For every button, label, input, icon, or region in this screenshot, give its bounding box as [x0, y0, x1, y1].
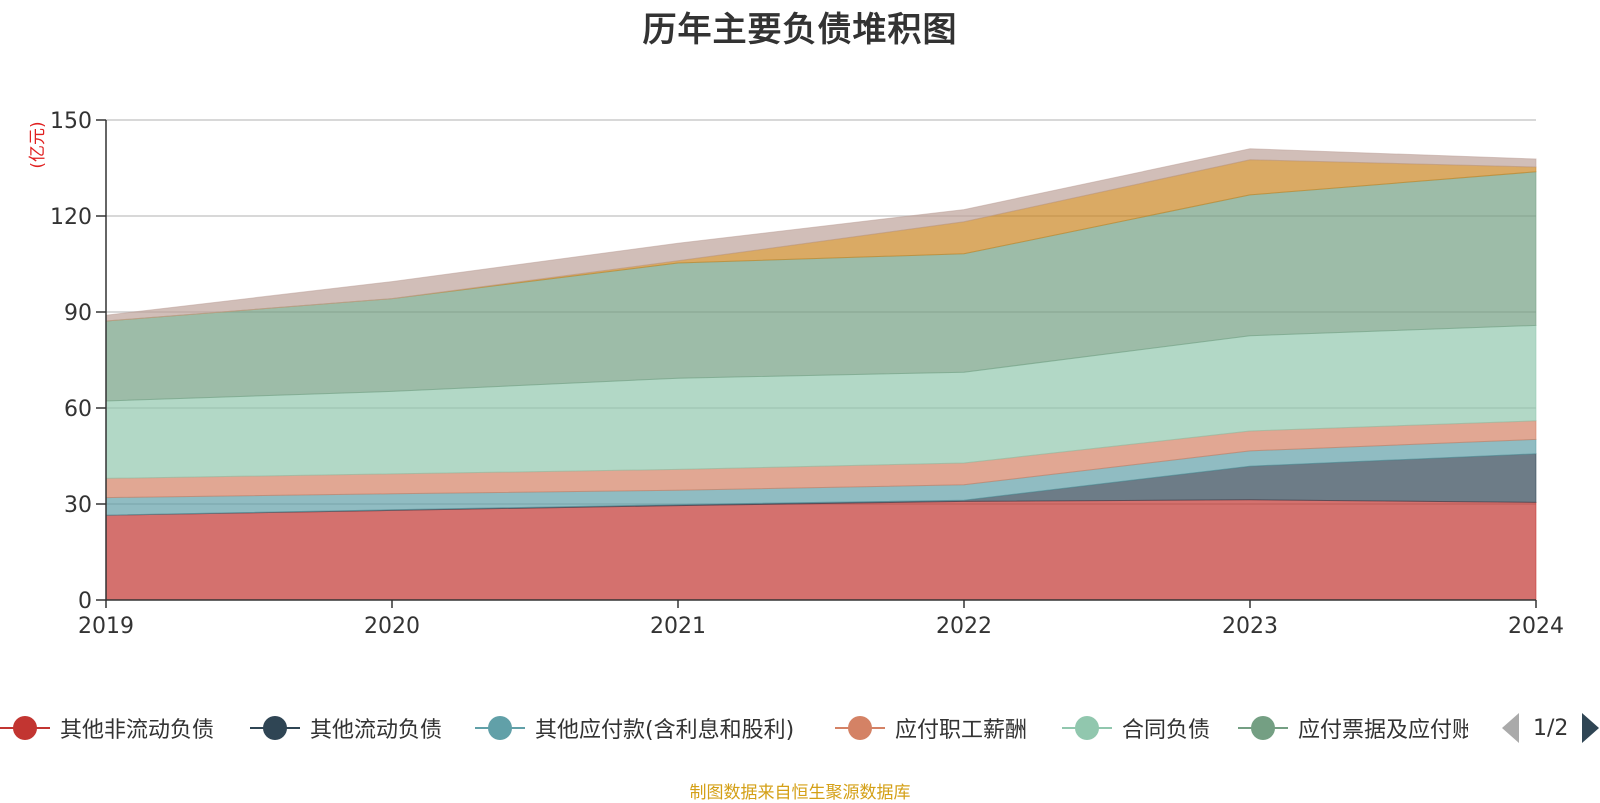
y-tick-label: 90 [64, 301, 92, 326]
area-series-7[interactable] [105, 148, 1537, 322]
legend-pager: 1/2 [1502, 708, 1600, 748]
legend-marker-icon [475, 715, 525, 741]
source-note: 制图数据来自恒生聚源数据库 [689, 783, 911, 803]
y-tick-label: 60 [64, 397, 92, 422]
y-tick-label: 0 [78, 589, 92, 614]
x-tick-label: 2022 [936, 614, 992, 639]
legend-label: 其他应付款(含利息和股利) [535, 718, 795, 743]
legend-marker-icon [835, 715, 885, 741]
legend: 其他非流动负债 其他流动负债 其他应付款(含利息和股利) 应付职工薪酬 合同负债 应付票据… [0, 708, 1600, 748]
page-indicator: 1/2 [1533, 715, 1569, 741]
legend-item[interactable]: 应付职工薪酬 [835, 708, 1027, 748]
axes: 0 30 60 90 120 150 2019 2020 2021 2022 2023 2024 [50, 109, 1564, 639]
legend-label: 应付职工薪酬 [895, 718, 1028, 743]
y-tick-label: 30 [64, 493, 92, 518]
chart-title: 历年主要负债堆积图 [642, 10, 958, 50]
legend-label: 应付票据及应付账款 [1298, 718, 1468, 743]
prev-page-icon[interactable] [1502, 713, 1519, 743]
x-tick-label: 2021 [650, 614, 706, 639]
y-tick-label: 120 [50, 205, 92, 230]
legend-marker-icon [0, 715, 50, 741]
y-tick-label: 150 [50, 109, 92, 134]
x-tick-label: 2020 [364, 614, 420, 639]
x-tick-label: 2023 [1222, 614, 1278, 639]
legend-item[interactable]: 其他非流动负债 [0, 708, 214, 748]
y-axis-label: (亿元) [28, 121, 48, 168]
legend-marker-icon [1238, 715, 1288, 741]
legend-label: 其他非流动负债 [60, 718, 215, 743]
legend-item[interactable]: 应付票据及应付账款 [1238, 708, 1468, 748]
legend-item[interactable]: 合同负债 [1062, 708, 1210, 748]
x-tick-label: 2019 [78, 614, 134, 639]
legend-items: 其他非流动负债 其他流动负债 其他应付款(含利息和股利) 应付职工薪酬 合同负债 应付票据… [0, 708, 1468, 748]
area-series-0[interactable] [105, 499, 1537, 601]
next-page-icon[interactable] [1582, 713, 1600, 743]
x-tick-label: 2024 [1508, 614, 1564, 639]
legend-label: 合同负债 [1122, 718, 1211, 743]
legend-marker-icon [1062, 715, 1112, 741]
legend-item[interactable]: 其他流动负债 [250, 708, 442, 748]
stacked-areas [105, 148, 1537, 601]
legend-item[interactable]: 其他应付款(含利息和股利) [475, 708, 794, 748]
legend-marker-icon [250, 715, 300, 741]
legend-label: 其他流动负债 [310, 718, 443, 743]
